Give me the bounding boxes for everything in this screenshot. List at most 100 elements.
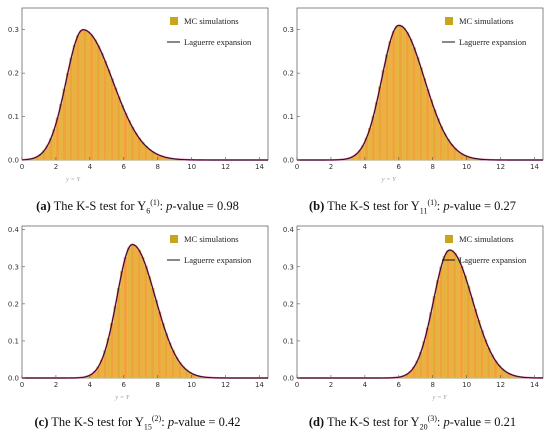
histogram-bar: [130, 244, 135, 379]
histogram-bar: [463, 275, 467, 379]
histogram-bar: [381, 70, 386, 161]
legend-swatch-mc: [445, 17, 453, 25]
histogram-bar: [480, 330, 484, 379]
caption-c: (c) The K-S test for Y15(2): p-value = 0…: [34, 414, 241, 432]
chart-d: 0 2 4 6 8 10 12 14 0.0 0.1 0.2 0.3 0.4 y = Y MC simula…: [283, 225, 544, 401]
x-tick-label: 12: [496, 163, 505, 171]
y-tick-label: 0.3: [8, 263, 19, 271]
histogram-bar: [415, 56, 420, 161]
chart-c: 0 2 4 6 8 10 12 14 0.0 0.1 0.2 0.3 0.4 y = Y MC simula…: [8, 225, 269, 401]
histogram-bar: [133, 132, 138, 161]
x-tick-label: 8: [430, 381, 434, 389]
x-tick-label: 14: [255, 163, 264, 171]
x-tick-label: 8: [155, 381, 159, 389]
x-tick-label: 10: [462, 381, 471, 389]
x-axis-label: y = Y: [114, 394, 131, 401]
histogram-bar: [79, 30, 84, 161]
histogram-bar: [123, 112, 128, 161]
y-tick-label: 0.1: [8, 337, 19, 345]
x-tick-label: 10: [187, 381, 196, 389]
histogram-bar: [82, 29, 87, 161]
legend-swatch-mc: [445, 235, 453, 243]
histogram-bar: [446, 250, 450, 379]
y-tick-label: 0.3: [8, 26, 19, 34]
x-tick-label: 6: [397, 381, 402, 389]
histogram-bar: [116, 96, 121, 161]
chart-b: 0 2 4 6 8 10 12 14 0.0 0.1 0.2 0.3 y = Y MC simulatio…: [283, 7, 544, 183]
histogram-bar: [137, 137, 141, 161]
histogram-bar: [96, 45, 101, 161]
histogram-bar: [473, 308, 478, 379]
x-tick-label: 4: [363, 381, 368, 389]
x-tick-label: 10: [187, 163, 196, 171]
histogram-bar: [167, 342, 172, 379]
laguerre-expansion-curve: [22, 244, 268, 379]
histogram-bar: [143, 265, 148, 379]
histogram-bar: [435, 118, 440, 161]
histogram-bar: [113, 305, 118, 379]
x-tick-label: 2: [54, 163, 58, 171]
histogram-bar: [103, 60, 108, 161]
x-tick-label: 0: [20, 381, 24, 389]
y-tick-label: 0.3: [283, 26, 294, 34]
histogram-bar: [65, 72, 70, 161]
histogram-bar: [432, 109, 437, 161]
legend-label-laguerre: Laguerre expansion: [459, 255, 527, 265]
x-tick-label: 14: [530, 163, 539, 171]
histogram-bar: [395, 25, 399, 161]
x-tick-label: 4: [88, 163, 93, 171]
histogram-bar: [72, 44, 77, 161]
histogram-bar: [123, 256, 128, 379]
x-tick-label: 2: [329, 381, 333, 389]
histogram-bar: [422, 78, 427, 161]
histogram-bar: [378, 86, 383, 161]
caption-a: (a) The K-S test for Y6(1): p-value = 0.…: [36, 198, 239, 216]
histogram-bar: [164, 333, 169, 379]
x-tick-label: 6: [397, 163, 402, 171]
chart-a: 0 2 4 6 8 10 12 14 0.0 0.1 0.2 0.3 y = Y MC simulatio…: [8, 7, 269, 183]
histogram-bar: [449, 250, 454, 379]
y-tick-label: 0.0: [283, 375, 294, 383]
histogram-bar: [130, 126, 135, 161]
x-tick-label: 12: [221, 381, 230, 389]
histogram-bar: [62, 88, 67, 161]
legend-swatch-mc: [170, 17, 178, 25]
histogram-bar: [86, 31, 91, 161]
histogram-bar: [429, 99, 433, 161]
y-tick-label: 0.0: [283, 157, 294, 165]
histogram-bar: [439, 126, 444, 161]
x-tick-label: 12: [221, 163, 230, 171]
laguerre-expansion-curve: [297, 249, 544, 379]
x-tick-label: 14: [255, 381, 264, 389]
x-axis-label: y = Y: [381, 176, 398, 183]
histogram-bar: [459, 266, 464, 379]
histogram-bar: [435, 280, 440, 379]
legend-label-laguerre: Laguerre expansion: [184, 37, 252, 47]
histogram-bar: [469, 297, 474, 379]
histogram-bar: [442, 133, 447, 161]
x-tick-label: 2: [54, 381, 58, 389]
y-tick-label: 0.2: [8, 70, 19, 78]
x-tick-label: 4: [363, 163, 368, 171]
histogram-bar: [120, 104, 124, 161]
histogram-bar: [150, 287, 155, 379]
y-tick-label: 0.2: [283, 300, 294, 308]
histogram-bar: [398, 25, 403, 161]
histogram-bar: [391, 31, 396, 161]
legend-swatch-mc: [170, 235, 178, 243]
x-tick-label: 6: [122, 381, 127, 389]
legend-label-mc: MC simulations: [184, 16, 239, 26]
histogram-bar: [127, 247, 131, 379]
histogram-bar: [89, 34, 94, 161]
caption-d: (d) The K-S test for Y20(3): p-value = 0…: [308, 414, 517, 432]
histogram-bar: [412, 47, 416, 161]
histogram-bar: [69, 57, 74, 161]
histogram-bar: [127, 120, 131, 161]
y-tick-label: 0.4: [8, 226, 20, 234]
histogram-bar: [120, 270, 124, 379]
histogram-bar: [466, 286, 471, 379]
panel-b: 0 2 4 6 8 10 12 14 0.0 0.1 0.2 0.3 y = Y MC simulatio…: [275, 0, 550, 218]
x-tick-label: 0: [295, 163, 299, 171]
histogram-bar: [99, 52, 104, 161]
histogram-bar: [408, 39, 413, 161]
